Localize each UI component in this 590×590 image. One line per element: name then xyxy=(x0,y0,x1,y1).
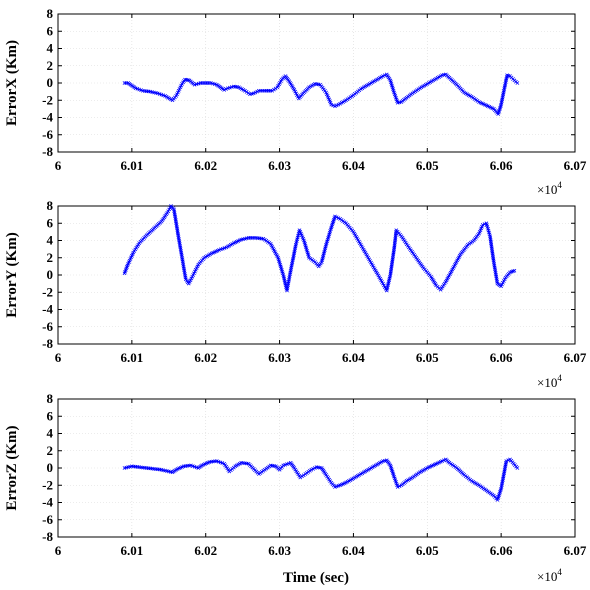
x-tick-label: 6.07 xyxy=(564,543,587,558)
y-tick-label: 4 xyxy=(47,426,54,441)
y-tick-label: -2 xyxy=(42,284,53,299)
y-axis-label: ErrorY (Km) xyxy=(4,232,20,317)
y-axis-label: ErrorZ (Km) xyxy=(4,425,20,510)
data-point xyxy=(381,281,385,286)
data-point xyxy=(480,223,485,227)
x-tick-label: 6.02 xyxy=(194,158,217,173)
x-tick-label: 6.06 xyxy=(490,350,513,365)
data-point xyxy=(395,485,400,489)
data-point xyxy=(382,73,387,78)
tick-marks xyxy=(57,13,576,153)
x-tick-label: 6.04 xyxy=(342,543,365,558)
y-tick-label: 4 xyxy=(47,41,54,56)
x-axis-label: Time (sec) xyxy=(283,570,349,586)
x-exponent-label: ×104 xyxy=(537,373,562,390)
x-tick-label: 6.02 xyxy=(194,350,217,365)
y-tick-label: 0 xyxy=(47,267,54,282)
y-tick-label: -2 xyxy=(42,92,53,107)
y-tick-label: -6 xyxy=(42,319,53,334)
data-point xyxy=(482,222,487,226)
y-tick-label: -8 xyxy=(42,144,53,159)
data-series xyxy=(122,204,517,293)
x-tick-label: 6.07 xyxy=(564,158,587,173)
grid-lines xyxy=(58,14,575,152)
data-point xyxy=(501,280,505,285)
x-tick-label: 6.04 xyxy=(342,350,365,365)
tick-marks xyxy=(57,205,576,345)
data-point xyxy=(300,474,304,479)
x-tick-label: 6 xyxy=(55,543,62,558)
data-point xyxy=(243,88,247,93)
y-tick-label: 6 xyxy=(47,408,54,423)
y-tick-labels: 8 6 4 2 0 -2 -4 -6 -8 xyxy=(42,198,53,351)
y-tick-label: 6 xyxy=(47,23,54,38)
x-tick-label: 6.06 xyxy=(490,543,513,558)
data-point xyxy=(293,89,298,94)
x-tick-label: 6.01 xyxy=(120,543,143,558)
y-tick-label: -8 xyxy=(42,336,53,351)
data-point xyxy=(166,209,171,214)
data-series xyxy=(122,72,520,116)
data-point xyxy=(515,466,520,470)
x-tick-label: 6 xyxy=(55,158,62,173)
x-tick-labels: 6 6.01 6.02 6.03 6.04 6.05 6.06 6.07 xyxy=(55,158,587,173)
x-tick-label: 6.02 xyxy=(194,543,217,558)
data-point xyxy=(246,91,251,95)
grid-lines xyxy=(58,399,575,537)
data-point xyxy=(222,88,227,92)
data-point xyxy=(331,103,335,108)
y-axis-label: ErrorX (Km) xyxy=(4,40,20,126)
x-tick-label: 6.05 xyxy=(416,158,439,173)
x-tick-label: 6.05 xyxy=(416,543,439,558)
data-point xyxy=(512,268,517,273)
y-tick-label: 0 xyxy=(47,75,54,90)
data-series xyxy=(122,457,520,502)
data-point xyxy=(381,74,385,78)
y-tick-label: -6 xyxy=(42,127,53,142)
data-point xyxy=(272,87,276,92)
x-tick-labels: 6 6.01 6.02 6.03 6.04 6.05 6.06 6.07 xyxy=(55,350,587,365)
y-tick-label: -6 xyxy=(42,512,53,527)
y-tick-label: 8 xyxy=(47,6,54,21)
x-tick-label: 6.01 xyxy=(120,350,143,365)
x-tick-label: 6.03 xyxy=(268,543,291,558)
data-point xyxy=(224,87,228,91)
x-tick-label: 6.07 xyxy=(564,350,587,365)
x-tick-label: 6.06 xyxy=(490,158,513,173)
y-tick-label: -4 xyxy=(42,495,53,510)
x-tick-label: 6 xyxy=(55,350,62,365)
x-exponent-label: ×104 xyxy=(537,567,562,584)
y-tick-label: 8 xyxy=(47,391,54,406)
data-point xyxy=(515,81,520,85)
data-point xyxy=(440,459,444,463)
y-tick-label: 0 xyxy=(47,460,54,475)
data-point xyxy=(253,90,258,95)
y-tick-label: 6 xyxy=(47,215,54,230)
x-tick-label: 6.05 xyxy=(416,350,439,365)
x-tick-labels: 6 6.01 6.02 6.03 6.04 6.05 6.06 6.07 xyxy=(55,543,587,558)
x-exponent-label: ×104 xyxy=(537,180,562,197)
x-tick-label: 6.04 xyxy=(342,158,365,173)
y-tick-label: 4 xyxy=(47,233,54,248)
y-tick-label: -4 xyxy=(42,110,53,125)
y-tick-label: -4 xyxy=(42,302,53,317)
series-line xyxy=(124,205,515,292)
y-tick-label: -2 xyxy=(42,477,53,492)
y-tick-label: 2 xyxy=(47,58,54,73)
x-tick-label: 6.03 xyxy=(268,158,291,173)
y-tick-label: -8 xyxy=(42,529,53,544)
data-point xyxy=(504,459,509,463)
y-tick-labels: 8 6 4 2 0 -2 -4 -6 -8 xyxy=(42,6,53,159)
y-tick-labels: 8 6 4 2 0 -2 -4 -6 -8 xyxy=(42,391,53,544)
tick-marks xyxy=(57,398,576,538)
x-tick-label: 6.03 xyxy=(268,350,291,365)
x-tick-label: 6.01 xyxy=(120,158,143,173)
y-tick-label: 8 xyxy=(47,198,54,213)
y-tick-label: 2 xyxy=(47,250,54,265)
y-tick-label: 2 xyxy=(47,443,54,458)
